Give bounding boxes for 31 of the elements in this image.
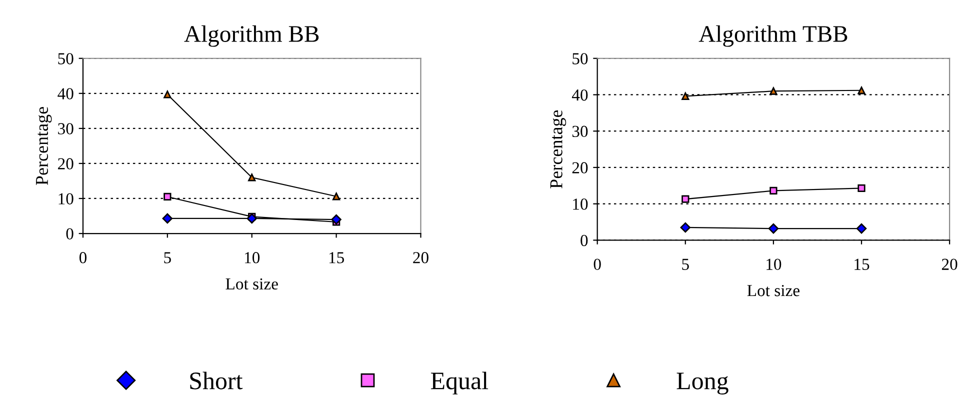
legend-label: Equal <box>430 372 488 394</box>
y-tick-label: 30 <box>58 123 74 134</box>
legend-label: Short <box>190 372 243 390</box>
y-axis-title: Percentage <box>36 106 52 186</box>
y-tick-label: 30 <box>572 126 588 138</box>
x-tick-label: 10 <box>245 252 260 264</box>
y-tick-label: 0 <box>580 234 588 246</box>
x-axis-title: Lot size <box>747 285 800 296</box>
y-tick-label: 40 <box>572 89 588 101</box>
chart-title: Algorithm BB <box>184 25 319 47</box>
x-tick-label: 15 <box>854 258 870 270</box>
legend-label: Long <box>676 372 728 394</box>
x-tick-label: 20 <box>942 258 958 270</box>
y-tick-label: 40 <box>58 88 74 100</box>
y-tick-label: 10 <box>573 198 588 210</box>
y-tick-label: 10 <box>58 193 74 204</box>
x-tick-label: 10 <box>766 258 782 270</box>
y-tick-label: 0 <box>66 228 74 240</box>
x-tick-label: 0 <box>594 258 601 270</box>
chart-title: Algorithm TBB <box>698 25 848 47</box>
x-tick-label: 5 <box>682 258 689 270</box>
y-tick-label: 20 <box>572 162 588 174</box>
x-axis-title: Lot size <box>226 278 278 290</box>
y-tick-label: 20 <box>58 158 74 170</box>
x-tick-label: 20 <box>413 252 428 264</box>
x-tick-label: 0 <box>79 252 87 264</box>
x-tick-label: 5 <box>164 252 171 264</box>
y-tick-label: 50 <box>572 53 588 64</box>
x-tick-label: 15 <box>329 252 344 264</box>
y-axis-title: Percentage <box>550 110 566 188</box>
y-tick-label: 50 <box>58 53 74 64</box>
